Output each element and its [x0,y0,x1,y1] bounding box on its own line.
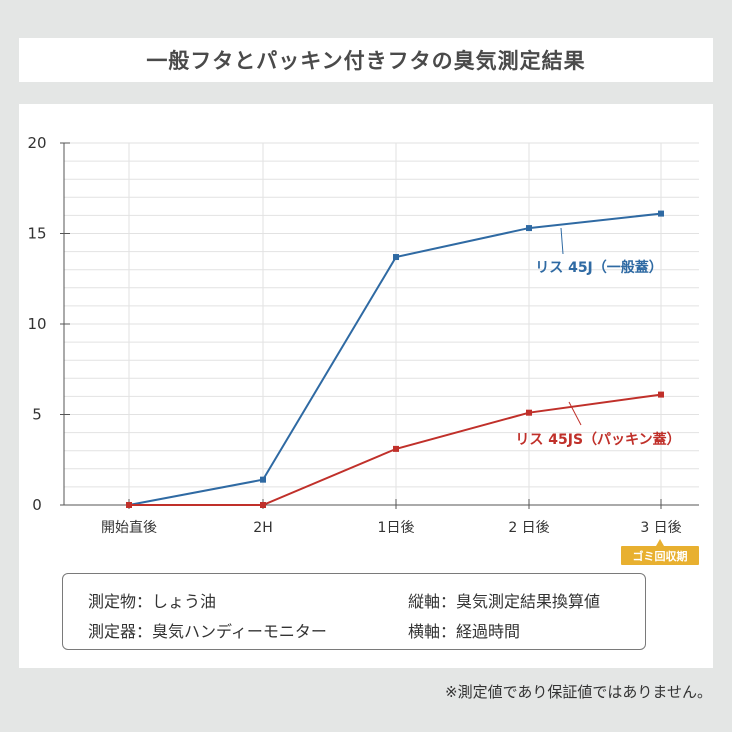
disclaimer-footnote: ※測定値であり保証値ではありません。 [445,683,712,701]
info-horizontal-axis: 横軸：経過時間 [408,622,521,641]
x-tick-label: 3 日後 [640,520,681,536]
info-vertical-axis: 縦軸：臭気測定結果換算値 [408,592,601,611]
line-chart: 0 5 10 15 20 開始直後 2H 1日後 2 日後 3 日後 リス 45J（一般蓋） リス 4… [27,134,699,536]
data-point [260,502,266,508]
y-tick-label: 20 [27,134,46,152]
data-point [126,502,132,508]
series-label: リス 45J（一般蓋） [535,259,663,276]
series-label: リス 45JS（パッキン蓋） [515,431,680,448]
data-point [393,445,399,452]
data-point [526,409,532,416]
y-tick-label: 10 [27,315,46,333]
measurement-info-box: 測定物：しょう油 測定器：臭気ハンディーモニター 縦軸：臭気測定結果換算値 横軸… [62,573,646,650]
x-tick-label: 1日後 [378,520,415,536]
badge-arrow-icon [656,539,664,546]
data-point [260,476,266,483]
x-tick-label: 2 日後 [508,520,549,536]
info-instrument: 測定器：臭気ハンディーモニター [88,622,327,641]
series-leader-line [560,227,564,255]
data-point [393,254,399,261]
y-tick-label: 5 [32,406,42,424]
info-subject: 測定物：しょう油 [88,592,217,611]
chart-title: 一般フタとパッキン付きフタの臭気測定結果 [19,38,713,82]
x-tick-label: 開始直後 [101,519,157,536]
y-tick-label: 0 [32,496,42,514]
collection-day-badge: ゴミ回収期 [621,546,699,565]
series-leader-line [568,401,582,426]
data-point [658,210,664,217]
x-tick-label: 2H [253,520,272,536]
y-tick-label: 15 [27,225,46,243]
data-point [658,391,664,398]
data-point [526,225,532,232]
